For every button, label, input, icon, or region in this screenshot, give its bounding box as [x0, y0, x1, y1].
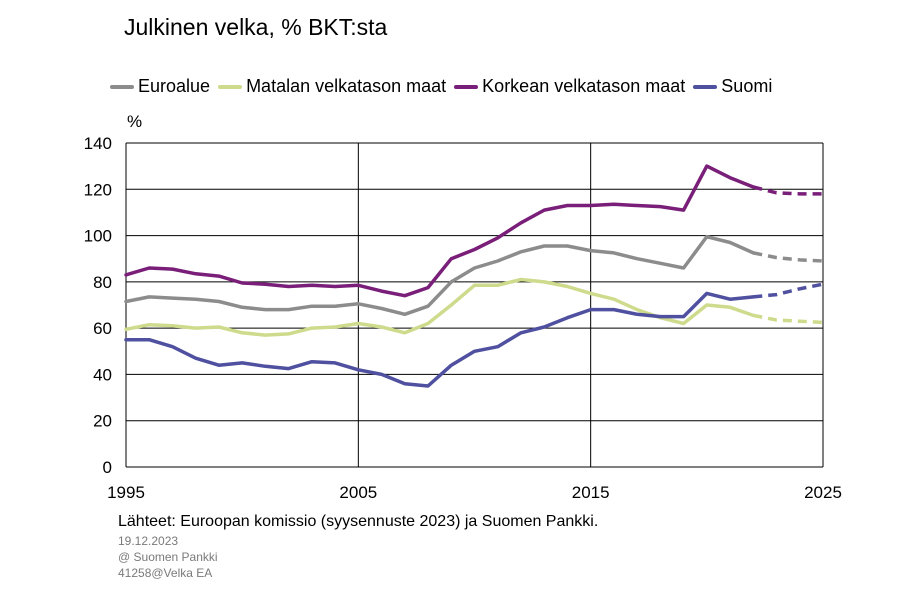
legend-swatch-korkea	[454, 84, 479, 89]
series-forecast-line-korkea	[752, 185, 823, 196]
y-axis-unit-label: %	[127, 112, 143, 131]
legend-swatch-suomi	[693, 84, 718, 89]
legend-item-korkea: Korkean velkatason maat	[454, 76, 685, 97]
chart-title: Julkinen velka, % BKT:sta	[124, 14, 388, 40]
meta-date: 19.12.2023	[118, 534, 179, 548]
x-tick-label-2005: 2005	[339, 483, 377, 502]
x-tick-label-2025: 2025	[804, 483, 842, 502]
source-note: Lähteet: Euroopan komissio (syysennuste …	[118, 513, 599, 530]
legend-swatch-matala	[218, 84, 243, 89]
x-tick-label-1995: 1995	[107, 483, 145, 502]
y-tick-label-140: 140	[84, 134, 112, 153]
y-tick-label-0: 0	[103, 458, 112, 477]
legend-label-korkea: Korkean velkatason maat	[482, 76, 686, 96]
legend-label-matala: Matalan velkatason maat	[246, 76, 447, 96]
legend-label-euroalue: Euroalue	[138, 76, 211, 96]
legend-item-matala: Matalan velkatason maat	[218, 76, 446, 97]
legend-item-suomi: Suomi	[693, 76, 772, 97]
y-tick-label-40: 40	[93, 365, 112, 384]
y-tick-label-80: 80	[93, 273, 112, 292]
meta-code: 41258@Velka EA	[118, 566, 213, 580]
series-forecast-line-matala	[752, 313, 824, 325]
series-line-matala	[124, 277, 756, 337]
series-line-euroalue	[124, 234, 756, 317]
series-line-korkea	[124, 164, 756, 298]
legend-item-euroalue: Euroalue	[110, 76, 210, 97]
legend-swatch-euroalue	[110, 84, 134, 89]
y-tick-label-120: 120	[84, 180, 112, 199]
y-tick-label-60: 60	[93, 319, 112, 338]
y-tick-label-100: 100	[84, 227, 112, 246]
legend-label-suomi: Suomi	[721, 76, 773, 96]
series-forecast-line-euroalue	[752, 251, 824, 263]
chart-legend: Euroalue Matalan velkatason maat Korkean…	[110, 76, 780, 97]
y-tick-label-20: 20	[93, 412, 112, 431]
x-tick-label-2015: 2015	[572, 483, 610, 502]
meta-copyright: @ Suomen Pankki	[118, 550, 218, 564]
series-forecast-line-suomi	[753, 282, 824, 299]
series-line-suomi	[124, 291, 756, 388]
